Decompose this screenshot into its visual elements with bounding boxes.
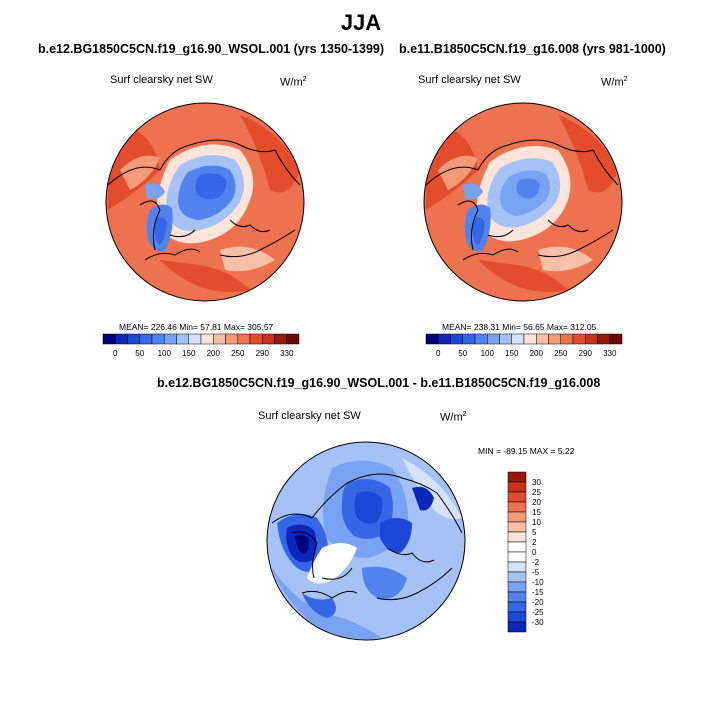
panel-3-colorbar-tick-label: -5 xyxy=(532,568,540,577)
panel-3-colorbar-box xyxy=(507,511,527,523)
panel-3-colorbar-tick-label: 15 xyxy=(532,508,541,517)
panel-1-title: b.e12.BG1850C5CN.f19_g16.90_WSOL.001 (yr… xyxy=(38,42,385,56)
panel-2-colorbar-tick-label: 290 xyxy=(579,349,593,358)
panel-2-colorbar-box xyxy=(548,333,561,345)
panel-1-colorbar-box xyxy=(127,333,140,345)
panel-3-colorbar-box xyxy=(507,621,527,633)
panel-3-title: b.e12.BG1850C5CN.f19_g16.90_WSOL.001 - b… xyxy=(157,376,601,390)
panel-1-stats: MEAN= 226.46 Min= 57.81 Max= 305.57 xyxy=(119,322,274,332)
panel-3-colorbar-tick-label: 25 xyxy=(532,488,541,497)
page-title: JJA xyxy=(340,10,382,35)
panel-2-colorbar-box xyxy=(438,333,451,345)
panel-2-colorbar-box xyxy=(536,333,549,345)
panel-1-field-label: Surf clearsky net SW xyxy=(110,74,213,86)
panel-1-colorbar-box xyxy=(286,333,300,345)
panel-2-map xyxy=(423,102,623,302)
panel-3-colorbar-tick-label: -2 xyxy=(532,558,540,567)
panel-1-colorbar-box xyxy=(213,333,226,345)
panel-3-colorbar-box xyxy=(507,551,527,563)
panel-3-colorbar-tick-label: -15 xyxy=(532,588,544,597)
panel-2-colorbar-tick-label: 200 xyxy=(530,349,544,358)
panel-2-colorbar-box xyxy=(450,333,463,345)
panel-2-colorbar-tick-label: 330 xyxy=(603,349,617,358)
panel-1-colorbar-box xyxy=(151,333,165,345)
panel-1-colorbar-box xyxy=(274,333,287,345)
panel-1-colorbar-box xyxy=(237,333,251,345)
panel-1-colorbar-box xyxy=(225,333,238,345)
panel-3-colorbar-tick-label: -30 xyxy=(532,618,544,627)
panel-3-colorbar-box xyxy=(507,541,527,553)
panel-1-colorbar-box xyxy=(176,333,189,345)
panel-3-colorbar-box xyxy=(507,611,527,623)
panel-3-colorbar-box xyxy=(507,561,527,573)
panel-1-units: W/m2 xyxy=(280,76,307,89)
panel-2-stats: MEAN= 238.31 Min= 56.65 Max= 312.05 xyxy=(442,322,597,332)
panel-3-colorbar-tick-label: 10 xyxy=(532,518,541,527)
panel-1-colorbar-box xyxy=(115,333,128,345)
panel-3-colorbar-box xyxy=(507,481,527,493)
panel-3-colorbar-box xyxy=(507,601,527,613)
panel-1-colorbar-box xyxy=(164,333,177,345)
panel-1-colorbar-tick-label: 50 xyxy=(135,349,144,358)
panel-1-colorbar-box xyxy=(102,333,116,345)
panel-2-units: W/m2 xyxy=(601,76,628,89)
panel-3-colorbar-box xyxy=(507,491,527,503)
panel-2-colorbar-box xyxy=(572,333,586,345)
panel-3-colorbar-box xyxy=(507,471,527,483)
panel-3-colorbar-tick-label: 20 xyxy=(532,498,541,507)
panel-2-colorbar-box xyxy=(487,333,500,345)
panel-1-colorbar-tick-label: 200 xyxy=(207,349,221,358)
panel-3-units: W/m2 xyxy=(440,411,467,424)
panel-2-colorbar-box xyxy=(597,333,610,345)
panel-3-colorbar-tick-label: -25 xyxy=(532,608,544,617)
panel-2-colorbar-tick-label: 0 xyxy=(436,349,441,358)
panel-1-colorbar-box xyxy=(262,333,275,345)
panel-2-colorbar-box xyxy=(560,333,574,345)
panel-2-colorbar-tick-label: 250 xyxy=(554,349,568,358)
panel-1-colorbar-box xyxy=(200,333,214,345)
panel-3-colorbar-box xyxy=(507,531,527,543)
panel-2-colorbar-box xyxy=(511,333,525,345)
panel-1-colorbar-tick-label: 330 xyxy=(280,349,294,358)
panel-2-colorbar-box xyxy=(499,333,512,345)
panel-3-colorbar-box xyxy=(507,521,527,533)
panel-3-colorbar-tick-label: -20 xyxy=(532,598,544,607)
panel-1-colorbar-box xyxy=(188,333,202,345)
panel-3-colorbar-box xyxy=(507,581,527,593)
panel-2-colorbar-box xyxy=(585,333,598,345)
panel-2-colorbar-box xyxy=(462,333,476,345)
panel-2-colorbar: 0 50 100 150 200 250 290 330 xyxy=(425,333,623,358)
panel-1-colorbar-tick-label: 150 xyxy=(182,349,196,358)
panel-3-colorbar-box xyxy=(507,591,527,603)
panel-3-map xyxy=(266,441,466,641)
panel-2-field-label: Surf clearsky net SW xyxy=(418,74,521,86)
panel-2-colorbar-tick-label: 150 xyxy=(505,349,519,358)
panel-3-stats: MIN = -89.15 MAX = 5.22 xyxy=(478,446,575,456)
panel-1-colorbar-tick-label: 0 xyxy=(113,349,118,358)
panel-3-colorbar-tick-label: 0 xyxy=(532,548,537,557)
panel-3-colorbar-tick-label: -10 xyxy=(532,578,544,587)
panel-2-colorbar-tick-label: 50 xyxy=(458,349,467,358)
panel-3-colorbar-box xyxy=(507,501,527,513)
panel-3-colorbar-box xyxy=(507,571,527,583)
panel-3-colorbar-tick-label: 30 xyxy=(532,478,541,487)
panel-3-field-label: Surf clearsky net SW xyxy=(258,410,361,422)
panel-2-title: b.e11.B1850C5CN.f19_g16.008 (yrs 981-100… xyxy=(399,42,666,56)
panel-3-colorbar-tick-label: 2 xyxy=(532,538,537,547)
panel-2-colorbar-box xyxy=(523,333,537,345)
panel-1-colorbar-tick-label: 250 xyxy=(231,349,245,358)
panel-2-colorbar-box xyxy=(609,333,623,345)
panel-2-colorbar-box xyxy=(474,333,488,345)
panel-3-colorbar-tick-label: 5 xyxy=(532,528,537,537)
panel-1-colorbar: 0 50 100 150 200 250 290 330 xyxy=(102,333,300,358)
panel-2-colorbar-tick-label: 100 xyxy=(481,349,495,358)
panel-1-colorbar-tick-label: 290 xyxy=(256,349,270,358)
panel-1-colorbar-box xyxy=(139,333,153,345)
panel-1-colorbar-box xyxy=(249,333,263,345)
panel-1-colorbar-tick-label: 100 xyxy=(158,349,172,358)
panel-1-map xyxy=(105,102,305,302)
panel-2-colorbar-box xyxy=(425,333,439,345)
